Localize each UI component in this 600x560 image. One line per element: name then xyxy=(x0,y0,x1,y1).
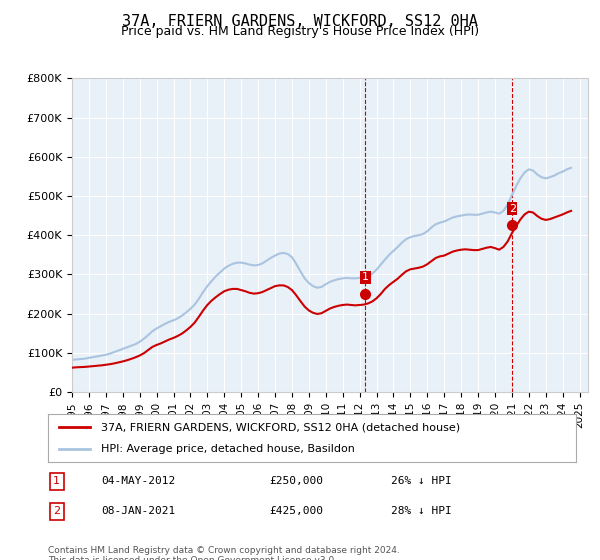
Text: 28% ↓ HPI: 28% ↓ HPI xyxy=(391,506,452,516)
Text: 37A, FRIERN GARDENS, WICKFORD, SS12 0HA (detached house): 37A, FRIERN GARDENS, WICKFORD, SS12 0HA … xyxy=(101,422,460,432)
Text: Price paid vs. HM Land Registry's House Price Index (HPI): Price paid vs. HM Land Registry's House … xyxy=(121,25,479,38)
Text: HPI: Average price, detached house, Basildon: HPI: Average price, detached house, Basi… xyxy=(101,444,355,454)
Text: 26% ↓ HPI: 26% ↓ HPI xyxy=(391,476,452,486)
Text: Contains HM Land Registry data © Crown copyright and database right 2024.
This d: Contains HM Land Registry data © Crown c… xyxy=(48,546,400,560)
Text: 04-MAY-2012: 04-MAY-2012 xyxy=(101,476,175,486)
Text: 1: 1 xyxy=(53,476,60,486)
Text: 1: 1 xyxy=(362,272,369,282)
Text: £250,000: £250,000 xyxy=(270,476,324,486)
Text: £425,000: £425,000 xyxy=(270,506,324,516)
Text: 2: 2 xyxy=(509,204,516,213)
Text: 08-JAN-2021: 08-JAN-2021 xyxy=(101,506,175,516)
Text: 37A, FRIERN GARDENS, WICKFORD, SS12 0HA: 37A, FRIERN GARDENS, WICKFORD, SS12 0HA xyxy=(122,14,478,29)
Text: 2: 2 xyxy=(53,506,61,516)
